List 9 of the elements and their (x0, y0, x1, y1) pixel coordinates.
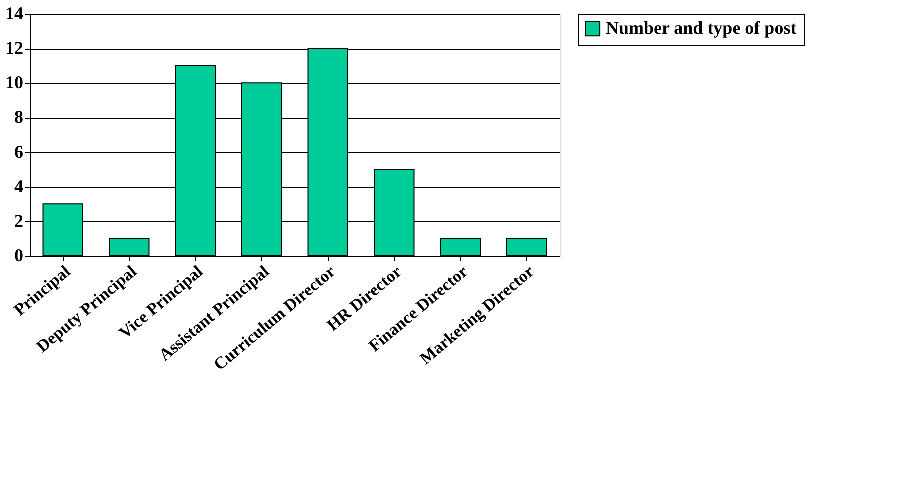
y-tick-label: 8 (14, 107, 24, 128)
y-tick-label: 6 (14, 142, 24, 162)
y-tick-label: 10 (6, 72, 24, 93)
y-tick-label: 4 (14, 176, 24, 196)
y-tick-label: 2 (14, 210, 24, 231)
legend-label: Number and type of post (606, 18, 797, 38)
y-tick-label: 0 (14, 246, 24, 266)
y-tick-label: 12 (6, 38, 24, 58)
y-tick-label: 14 (6, 4, 24, 24)
